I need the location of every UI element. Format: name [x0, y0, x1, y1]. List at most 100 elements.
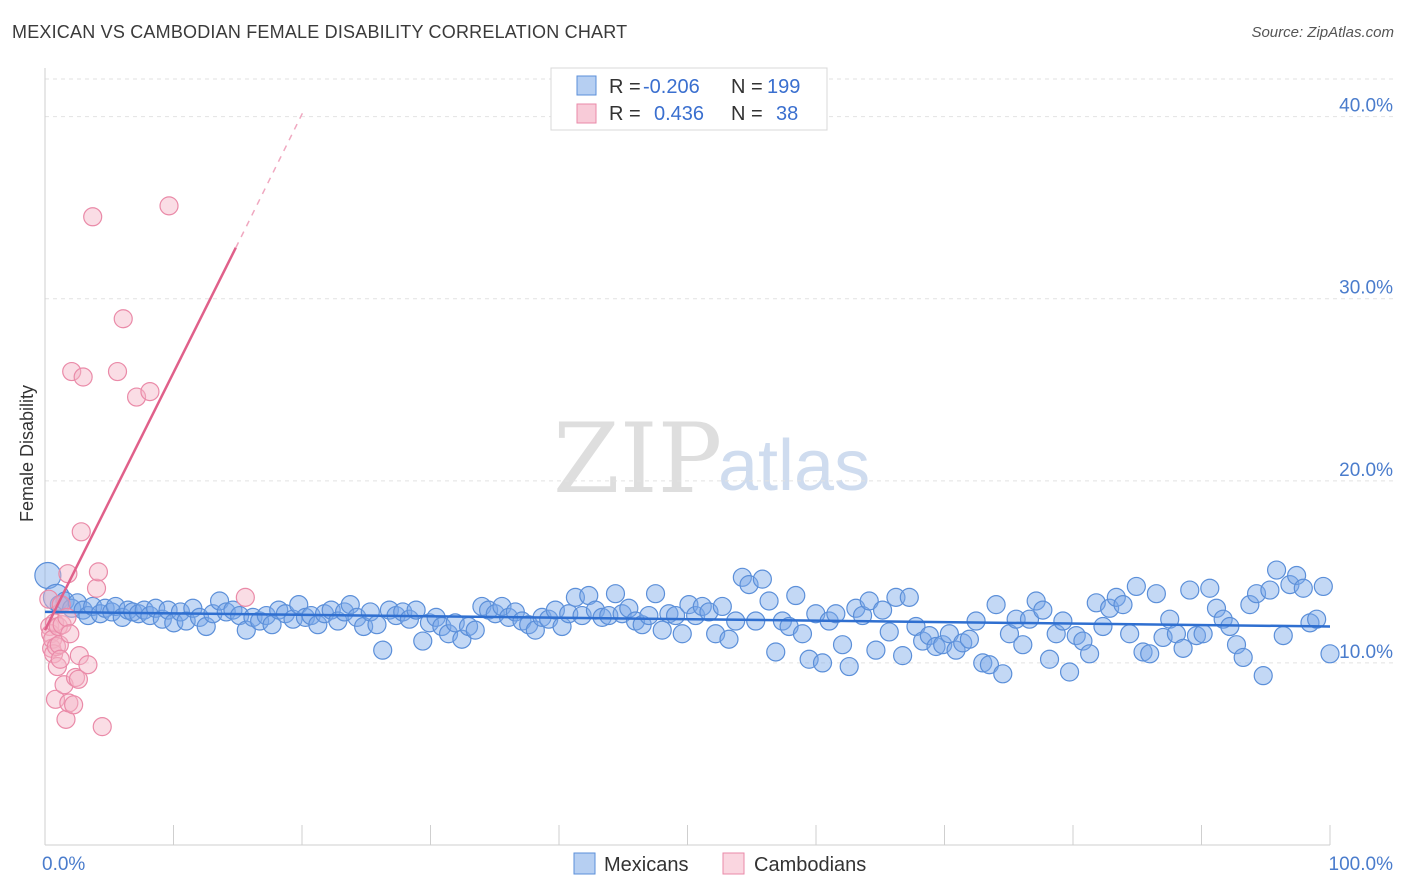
point-cambodians-29 [83, 207, 103, 227]
point-mexicans-169 [1140, 644, 1160, 664]
axes [44, 68, 1331, 846]
point-mexicans-53 [367, 615, 387, 635]
point-mexicans-23 [170, 602, 191, 622]
point-cambodians-22 [64, 695, 84, 715]
point-mexicans-167 [1126, 576, 1146, 597]
point-mexicans-8 [83, 596, 103, 617]
point-mexicans-99 [672, 624, 692, 644]
point-mexicans-117 [792, 624, 813, 644]
point-mexicans-120 [812, 653, 833, 673]
point-mexicans-7 [78, 605, 98, 626]
point-mexicans-89 [605, 584, 626, 604]
legend: R = -0.206 N = 199 R = 0.436 N = 38 [550, 67, 828, 131]
point-mexicans-179 [1206, 598, 1227, 618]
point-cambodians-37 [159, 196, 179, 216]
point-mexicans-124 [839, 656, 859, 677]
point-mexicans-140 [946, 640, 966, 660]
source-label: Source: ZipAtlas.com [1251, 24, 1394, 41]
bottom-legend-label-mexicans: Mexicans [604, 854, 688, 876]
legend-n-label-mexicans: N = [731, 76, 763, 98]
point-mexicans-123 [832, 635, 853, 655]
watermark-zip: ZIP [553, 403, 722, 515]
point-mexicans-154 [1039, 649, 1060, 669]
point-mexicans-96 [652, 620, 672, 640]
point-mexicans-183 [1233, 647, 1253, 668]
point-mexicans-122 [826, 604, 846, 624]
point-mexicans-127 [859, 591, 879, 611]
y-tick-labels: 10.0% 20.0% 30.0% 40.0% [1339, 96, 1393, 663]
point-mexicans-168 [1133, 642, 1153, 662]
point-mexicans-95 [645, 584, 666, 604]
point-mexicans-59 [406, 600, 426, 620]
point-mexicans-29 [209, 591, 230, 611]
point-mexicans-156 [1053, 611, 1073, 631]
point-cambodians-33 [107, 361, 128, 382]
legend-box [550, 67, 828, 131]
point-mexicans-166 [1120, 624, 1140, 644]
point-mexicans-164 [1106, 587, 1126, 607]
x-tick-label-start: 0.0% [42, 854, 85, 875]
bottom-legend-swatch-cambodians [722, 852, 745, 875]
point-mexicans-12 [105, 596, 126, 617]
point-mexicans-180 [1213, 609, 1233, 629]
point-cambodians-0 [39, 589, 59, 609]
trend-lines [43, 112, 1331, 631]
point-cambodians-21 [62, 361, 82, 382]
point-cambodians-28 [78, 655, 98, 675]
point-mexicans-111 [752, 569, 772, 589]
gridlines [45, 78, 1395, 664]
legend-swatch-cambodians [576, 103, 597, 124]
legend-r-label-cambodians: R = [609, 103, 641, 125]
point-mexicans-113 [766, 642, 786, 662]
legend-r-value-cambodians: 0.436 [654, 103, 704, 125]
chart-title: MEXICAN VS CAMBODIAN FEMALE DISABILITY C… [12, 22, 628, 42]
point-mexicans-189 [1273, 625, 1293, 646]
point-mexicans-165 [1113, 595, 1133, 615]
legend-r-label-mexicans: R = [609, 76, 641, 98]
bottom-legend-swatch-mexicans [573, 852, 596, 875]
point-mexicans-105 [712, 596, 732, 617]
point-mexicans-0 [34, 561, 62, 590]
x-tick-label-end: 100.0% [1329, 854, 1394, 875]
legend-n-value-mexicans: 199 [767, 76, 800, 98]
point-cambodians-30 [86, 578, 107, 598]
point-cambodians-24 [68, 669, 88, 689]
point-mexicans-54 [373, 640, 393, 660]
trend-line-cambodians-extension [235, 112, 304, 249]
point-cambodians-36 [140, 381, 160, 402]
x-tick-labels: 0.0% 100.0% [42, 854, 1393, 875]
series-mexicans [34, 560, 1340, 686]
point-mexicans-196 [1320, 644, 1340, 664]
point-cambodians-20 [60, 624, 80, 644]
trend-line-cambodians [43, 247, 237, 631]
point-mexicans-116 [786, 585, 806, 606]
point-cambodians-34 [113, 309, 133, 329]
point-mexicans-142 [959, 629, 979, 649]
point-mexicans-144 [973, 653, 993, 673]
point-mexicans-137 [926, 636, 946, 657]
point-mexicans-136 [919, 625, 939, 646]
point-mexicans-128 [866, 640, 886, 660]
point-mexicans-195 [1313, 576, 1333, 597]
legend-n-label-cambodians: N = [731, 103, 763, 125]
point-mexicans-94 [639, 605, 659, 626]
point-cambodians-8 [46, 636, 67, 657]
legend-r-value-mexicans: -0.206 [643, 76, 700, 98]
bottom-legend-label-cambodians: Cambodians [754, 854, 866, 876]
point-cambodians-12 [50, 649, 70, 669]
point-mexicans-20 [152, 609, 172, 629]
point-mexicans-146 [986, 595, 1006, 615]
point-cambodians-27 [73, 367, 93, 387]
point-mexicans-112 [759, 591, 779, 611]
point-mexicans-160 [1079, 644, 1100, 664]
point-mexicans-130 [879, 622, 899, 642]
point-cambodians-32 [92, 717, 112, 737]
point-mexicans-106 [719, 629, 739, 649]
point-mexicans-143 [966, 611, 986, 631]
watermark: ZIP atlas [553, 403, 870, 515]
y-axis-label: Female Disability [17, 385, 37, 522]
point-mexicans-131 [886, 587, 906, 607]
point-cambodians-38 [235, 587, 255, 607]
y-tick-label-0: 10.0% [1339, 642, 1393, 663]
